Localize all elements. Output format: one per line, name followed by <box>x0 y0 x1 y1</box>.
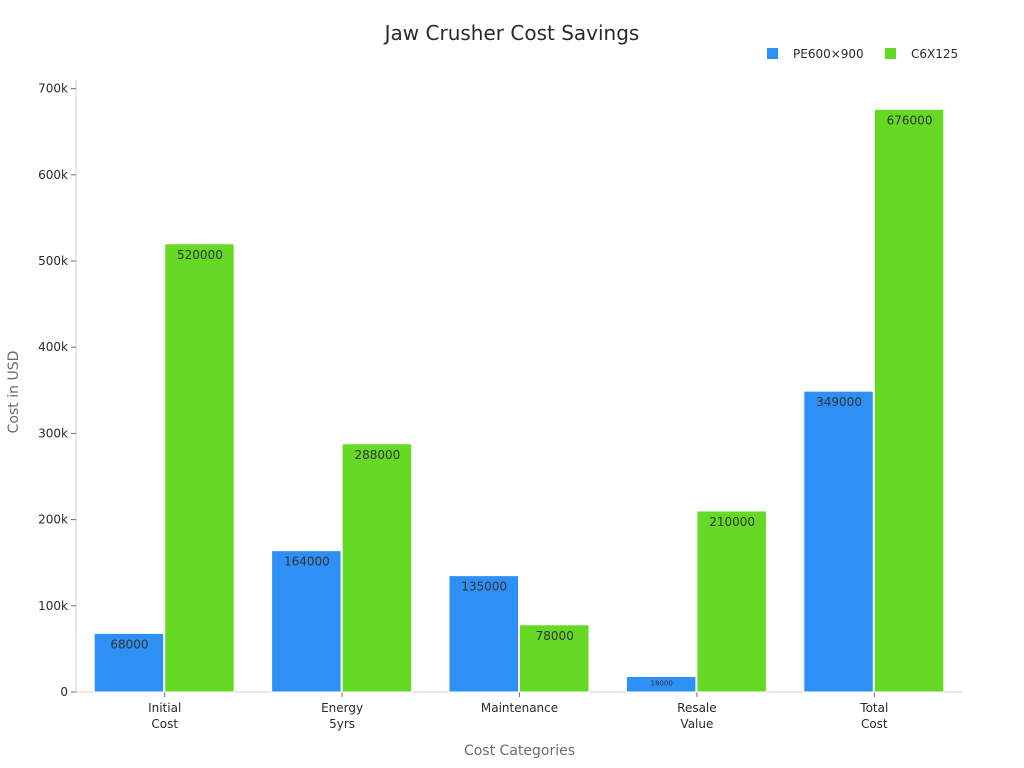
legend-swatch <box>767 48 778 59</box>
x-tick-label: Energy 5yrs <box>321 701 363 731</box>
bar-c6x125 <box>696 510 767 693</box>
y-tick-label: 500k <box>38 254 68 268</box>
bar-pe600x900 <box>448 575 519 693</box>
bar-c6x125 <box>873 108 945 693</box>
bar-c6x125 <box>164 243 235 693</box>
x-tick-label: Total Cost <box>859 701 888 731</box>
data-label: 135000 <box>461 580 507 594</box>
data-label: 78000 <box>536 629 574 643</box>
data-label: 18000 <box>651 679 673 687</box>
x-tick-label: Maintenance <box>481 701 558 715</box>
x-axis: Initial Cost Energy 5yrs Maintenance Resale Va… <box>76 691 963 731</box>
bar-pe600x900 <box>93 632 165 693</box>
legend-label: PE600×900 <box>793 47 864 61</box>
bars <box>93 108 945 693</box>
legend: PE600×900 C6X125 <box>767 47 958 61</box>
y-axis: 0 100k 200k 300k 400k 500k 600k 700k <box>38 80 77 699</box>
data-label: 349000 <box>816 395 862 409</box>
y-tick-label: 600k <box>38 168 68 182</box>
bar-pe600x900 <box>625 675 697 693</box>
y-tick-label: 0 <box>60 685 68 699</box>
y-tick-label: 100k <box>38 599 68 613</box>
y-tick-label: 400k <box>38 340 68 354</box>
x-axis-title: Cost Categories <box>464 743 575 759</box>
data-label: 520000 <box>177 248 223 262</box>
y-tick-label: 700k <box>38 82 68 96</box>
chart-title: Jaw Crusher Cost Savings <box>383 21 640 45</box>
data-label: 164000 <box>284 555 330 569</box>
data-labels: 68000 520000 164000 288000 135000 78000 18000 2… <box>110 113 932 687</box>
y-axis-title: Cost in USD <box>6 351 22 434</box>
x-tick-label: Resale Value <box>677 701 717 731</box>
data-label: 68000 <box>110 637 148 651</box>
legend-swatch <box>885 48 896 59</box>
bar-pe600x900 <box>803 390 874 693</box>
y-tick-label: 200k <box>38 513 68 527</box>
bar-pe600x900 <box>271 550 342 693</box>
bar-c6x125 <box>519 624 590 693</box>
data-label: 288000 <box>354 448 400 462</box>
x-tick-label: Initial Cost <box>148 701 181 731</box>
bar-c6x125 <box>341 443 413 693</box>
legend-label: C6X125 <box>911 47 958 61</box>
data-label: 210000 <box>709 515 755 529</box>
y-tick-label: 300k <box>38 426 68 440</box>
data-label: 676000 <box>887 113 933 127</box>
